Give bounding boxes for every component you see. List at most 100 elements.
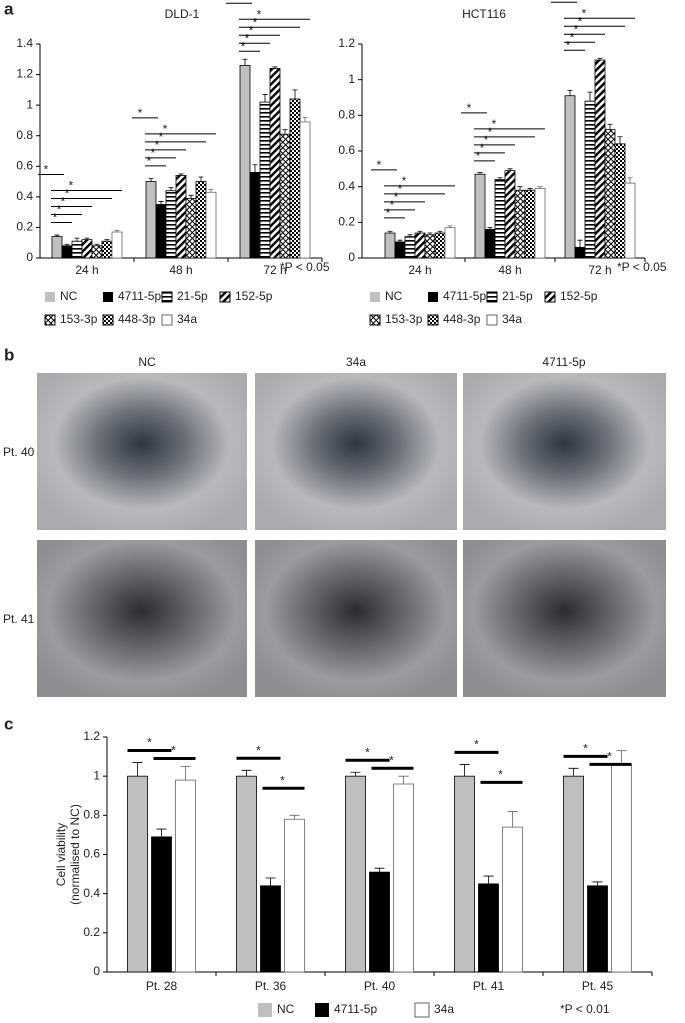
error-bar xyxy=(587,91,593,102)
error-bar xyxy=(487,227,493,230)
legend-swatch xyxy=(161,314,173,326)
legend-label: 152-5p xyxy=(235,289,273,303)
bar xyxy=(195,181,207,259)
error-bar xyxy=(104,239,110,242)
bar xyxy=(524,189,536,259)
bar xyxy=(239,65,251,259)
y-tick-label: 1 xyxy=(93,768,100,782)
legend-swatch xyxy=(369,314,381,326)
significance-star: * xyxy=(61,195,66,209)
significance-star: * xyxy=(138,106,143,120)
y-tick-label: 0.4 xyxy=(83,886,100,900)
x-tick-label: 72 h xyxy=(588,263,611,277)
legend-label: NC xyxy=(277,1002,295,1016)
x-tick-label: 48 h xyxy=(169,263,192,277)
error-bar xyxy=(241,769,252,777)
bar xyxy=(414,232,426,259)
bar xyxy=(624,182,636,259)
bar xyxy=(393,783,414,973)
legend-swatch xyxy=(486,314,498,326)
legend-label: 34a xyxy=(177,312,197,326)
significance-star: * xyxy=(398,182,403,196)
bar xyxy=(127,775,148,973)
significance-star: * xyxy=(69,179,74,193)
error-bar xyxy=(597,57,603,61)
bar xyxy=(587,885,608,973)
significance-star: * xyxy=(474,738,479,752)
bar xyxy=(564,95,576,259)
error-bar xyxy=(447,225,453,228)
significance-star: * xyxy=(476,149,481,163)
significance-star: * xyxy=(578,14,583,28)
error-bar xyxy=(114,230,120,233)
error-bar xyxy=(417,230,423,234)
legend-swatch xyxy=(219,291,231,303)
legend-swatch xyxy=(315,1003,329,1017)
chart-title: HCT116 xyxy=(462,7,506,21)
y-tick-label: 0 xyxy=(26,250,33,264)
error-bar xyxy=(94,243,100,246)
significance-star: * xyxy=(151,146,156,160)
error-bar xyxy=(397,239,403,242)
bar xyxy=(563,775,584,973)
bar xyxy=(165,190,177,259)
significance-star: * xyxy=(257,7,262,21)
significance-star: * xyxy=(171,744,176,758)
error-bar xyxy=(537,186,543,189)
bar xyxy=(404,236,416,259)
y-tick-label: 1.4 xyxy=(16,36,33,50)
y-tick-label: 1.2 xyxy=(338,36,355,50)
x-tick-label: 24 h xyxy=(75,263,98,277)
legend-label: 152-5p xyxy=(560,289,598,303)
error-bar xyxy=(617,136,623,144)
significance-star: * xyxy=(386,206,391,220)
error-bar xyxy=(54,234,60,237)
bar xyxy=(91,245,103,259)
legend-swatch xyxy=(258,1003,272,1017)
legend-label: 34a xyxy=(434,1002,454,1016)
error-bar xyxy=(577,239,583,248)
significance-star: * xyxy=(253,15,258,29)
significance-note: *P < 0.01 xyxy=(560,1002,610,1016)
bar xyxy=(155,204,167,259)
legend-label: 153-3p xyxy=(60,312,98,326)
panel-label: a xyxy=(4,0,14,18)
significance-star: * xyxy=(390,198,395,212)
y-tick-label: 0 xyxy=(93,964,100,978)
significance-star: * xyxy=(147,736,152,750)
error-bar xyxy=(84,237,90,240)
bar xyxy=(514,189,526,259)
legend-label: 4711-5p xyxy=(118,289,161,303)
significance-star: * xyxy=(488,125,493,139)
panel-label: b xyxy=(4,345,14,364)
error-bar xyxy=(507,168,513,171)
significance-star: * xyxy=(57,203,62,217)
legend-swatch xyxy=(103,292,113,302)
error-bar xyxy=(198,176,204,182)
bar xyxy=(249,171,261,259)
x-tick-label: Pt. 36 xyxy=(255,979,287,993)
significance-star: * xyxy=(480,141,485,155)
error-bar xyxy=(350,771,361,777)
column-label: 34a xyxy=(346,355,366,369)
bar xyxy=(594,59,606,259)
y-tick-label: 0.2 xyxy=(16,220,33,234)
significance-star: * xyxy=(249,23,254,37)
legend-swatch xyxy=(428,292,438,302)
significance-star: * xyxy=(241,39,246,53)
row-label: Pt. 41 xyxy=(3,612,35,626)
bar xyxy=(454,775,475,973)
y-tick-label: 1 xyxy=(348,72,355,86)
bar xyxy=(175,175,187,259)
significance-star: * xyxy=(280,773,285,787)
error-bar xyxy=(483,875,494,884)
error-bar xyxy=(459,764,470,777)
bar xyxy=(444,227,456,259)
bar xyxy=(434,232,446,259)
significance-star: * xyxy=(557,0,562,4)
y-tick-label: 0.2 xyxy=(83,925,100,939)
bar xyxy=(534,188,546,259)
error-bar xyxy=(387,230,393,234)
x-tick-label: Pt. 45 xyxy=(582,979,614,993)
